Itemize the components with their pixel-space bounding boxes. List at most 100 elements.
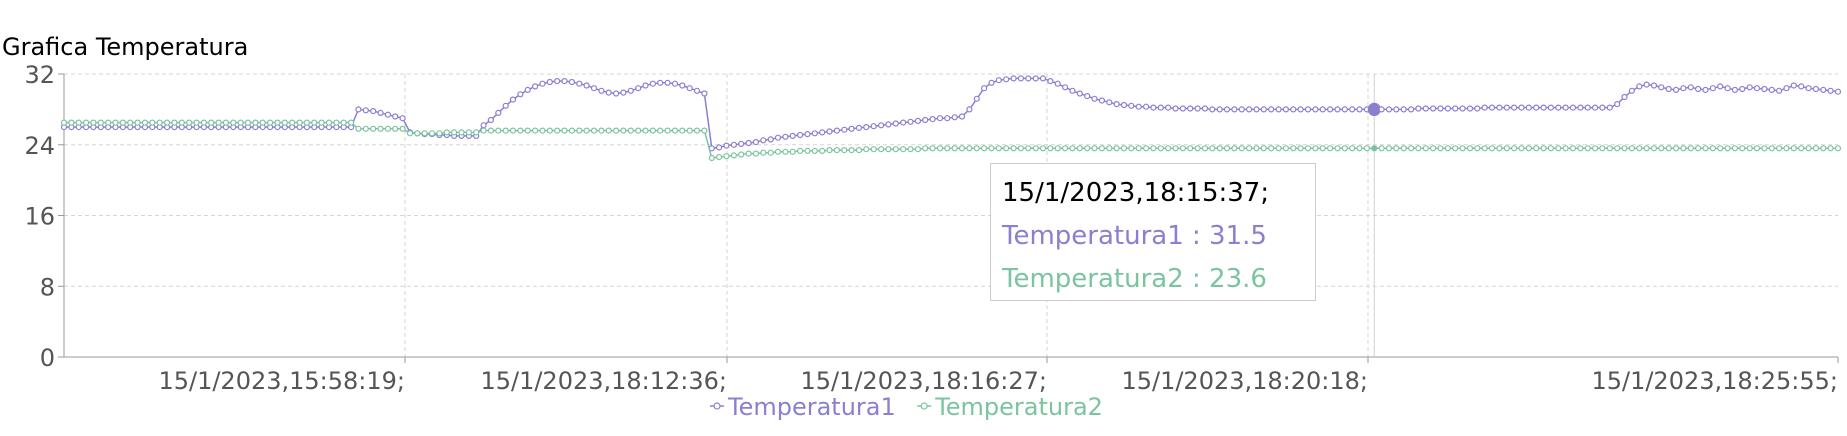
data-point[interactable] <box>907 118 914 125</box>
data-point[interactable] <box>1429 105 1437 112</box>
data-point[interactable] <box>1834 145 1842 152</box>
data-point[interactable] <box>1503 104 1510 111</box>
data-point[interactable] <box>75 119 82 126</box>
data-point[interactable] <box>620 89 627 96</box>
data-point[interactable] <box>1172 105 1179 112</box>
data-point[interactable] <box>1702 145 1709 152</box>
data-point[interactable] <box>1076 90 1083 97</box>
data-point[interactable] <box>1525 104 1532 111</box>
data-point[interactable] <box>1687 84 1694 91</box>
data-point[interactable] <box>1253 145 1260 152</box>
data-point[interactable] <box>1238 106 1245 113</box>
data-point[interactable] <box>1032 75 1039 82</box>
data-point[interactable] <box>465 129 472 136</box>
data-point[interactable] <box>914 146 922 153</box>
data-point[interactable] <box>642 127 649 134</box>
data-point[interactable] <box>715 154 723 161</box>
data-point[interactable] <box>1400 145 1407 152</box>
data-point[interactable] <box>1775 145 1783 152</box>
data-point[interactable] <box>1753 85 1761 92</box>
data-point[interactable] <box>1577 104 1584 111</box>
data-point[interactable] <box>642 82 649 89</box>
data-point[interactable] <box>900 119 907 126</box>
data-point[interactable] <box>215 119 222 126</box>
data-point[interactable] <box>774 148 782 155</box>
data-point[interactable] <box>1113 145 1120 152</box>
data-point[interactable] <box>355 125 362 132</box>
data-point[interactable] <box>377 109 384 117</box>
data-point[interactable] <box>1378 145 1385 152</box>
data-point[interactable] <box>1010 145 1017 152</box>
data-point[interactable] <box>892 146 899 153</box>
data-point[interactable] <box>679 82 686 89</box>
data-point[interactable] <box>1761 85 1768 93</box>
data-point[interactable] <box>1245 145 1253 152</box>
data-point[interactable] <box>252 119 259 126</box>
data-point[interactable] <box>164 119 171 126</box>
data-point[interactable] <box>1665 85 1672 93</box>
data-point[interactable] <box>119 119 127 126</box>
data-point[interactable] <box>1775 87 1783 94</box>
data-point[interactable] <box>156 119 163 126</box>
data-point[interactable] <box>1687 145 1694 152</box>
data-point[interactable] <box>841 126 848 133</box>
data-point[interactable] <box>590 85 598 92</box>
data-point[interactable] <box>1039 75 1047 82</box>
data-point[interactable] <box>1466 105 1474 112</box>
data-point[interactable] <box>561 77 568 85</box>
data-point[interactable] <box>399 115 406 122</box>
data-point[interactable] <box>701 90 708 97</box>
data-point[interactable] <box>664 79 671 86</box>
data-point[interactable] <box>1422 145 1429 152</box>
data-point[interactable] <box>480 127 487 134</box>
data-point[interactable] <box>274 119 281 126</box>
data-point[interactable] <box>1739 85 1746 93</box>
data-point[interactable] <box>1349 145 1356 152</box>
data-point[interactable] <box>1702 86 1709 94</box>
data-point[interactable] <box>1172 145 1179 152</box>
legend-item-temperatura2[interactable]: Temperatura2 <box>917 393 1103 421</box>
data-point[interactable] <box>1599 104 1606 111</box>
data-point[interactable] <box>1231 145 1238 152</box>
data-point[interactable] <box>973 145 980 152</box>
data-point[interactable] <box>1201 145 1209 152</box>
data-point[interactable] <box>635 127 642 134</box>
data-point[interactable] <box>325 119 333 126</box>
data-point[interactable] <box>1334 145 1341 152</box>
data-point[interactable] <box>1179 145 1187 152</box>
data-point[interactable] <box>362 125 369 132</box>
data-point[interactable] <box>973 95 980 102</box>
legend[interactable]: Temperatura1 Temperatura2 <box>710 393 1103 421</box>
data-point[interactable] <box>149 119 156 126</box>
data-point[interactable] <box>1268 106 1275 113</box>
data-point[interactable] <box>988 145 995 152</box>
data-point[interactable] <box>1385 106 1393 113</box>
data-point[interactable] <box>1731 86 1739 94</box>
data-point[interactable] <box>1820 145 1827 152</box>
data-point[interactable] <box>1194 145 1201 152</box>
data-point[interactable] <box>1106 99 1113 106</box>
data-point[interactable] <box>1591 145 1599 152</box>
data-point[interactable] <box>1731 145 1739 152</box>
data-point[interactable] <box>1164 104 1172 111</box>
data-point[interactable] <box>384 125 391 132</box>
data-point[interactable] <box>1025 75 1032 82</box>
data-point[interactable] <box>1812 85 1820 93</box>
data-point[interactable] <box>892 120 899 127</box>
data-point[interactable] <box>1415 105 1422 112</box>
data-point[interactable] <box>546 78 553 86</box>
data-point[interactable] <box>480 122 487 129</box>
data-point[interactable] <box>1054 80 1061 87</box>
data-point[interactable] <box>811 147 818 154</box>
data-point[interactable] <box>1709 85 1717 92</box>
data-point[interactable] <box>1599 145 1606 152</box>
data-point[interactable] <box>789 148 796 155</box>
data-point[interactable] <box>1260 145 1267 152</box>
data-point[interactable] <box>546 127 553 134</box>
data-point[interactable] <box>1319 106 1326 113</box>
data-point[interactable] <box>1437 145 1444 152</box>
data-point[interactable] <box>1496 104 1503 111</box>
data-point[interactable] <box>458 129 465 136</box>
data-point[interactable] <box>171 119 178 126</box>
data-point[interactable] <box>1665 145 1672 152</box>
